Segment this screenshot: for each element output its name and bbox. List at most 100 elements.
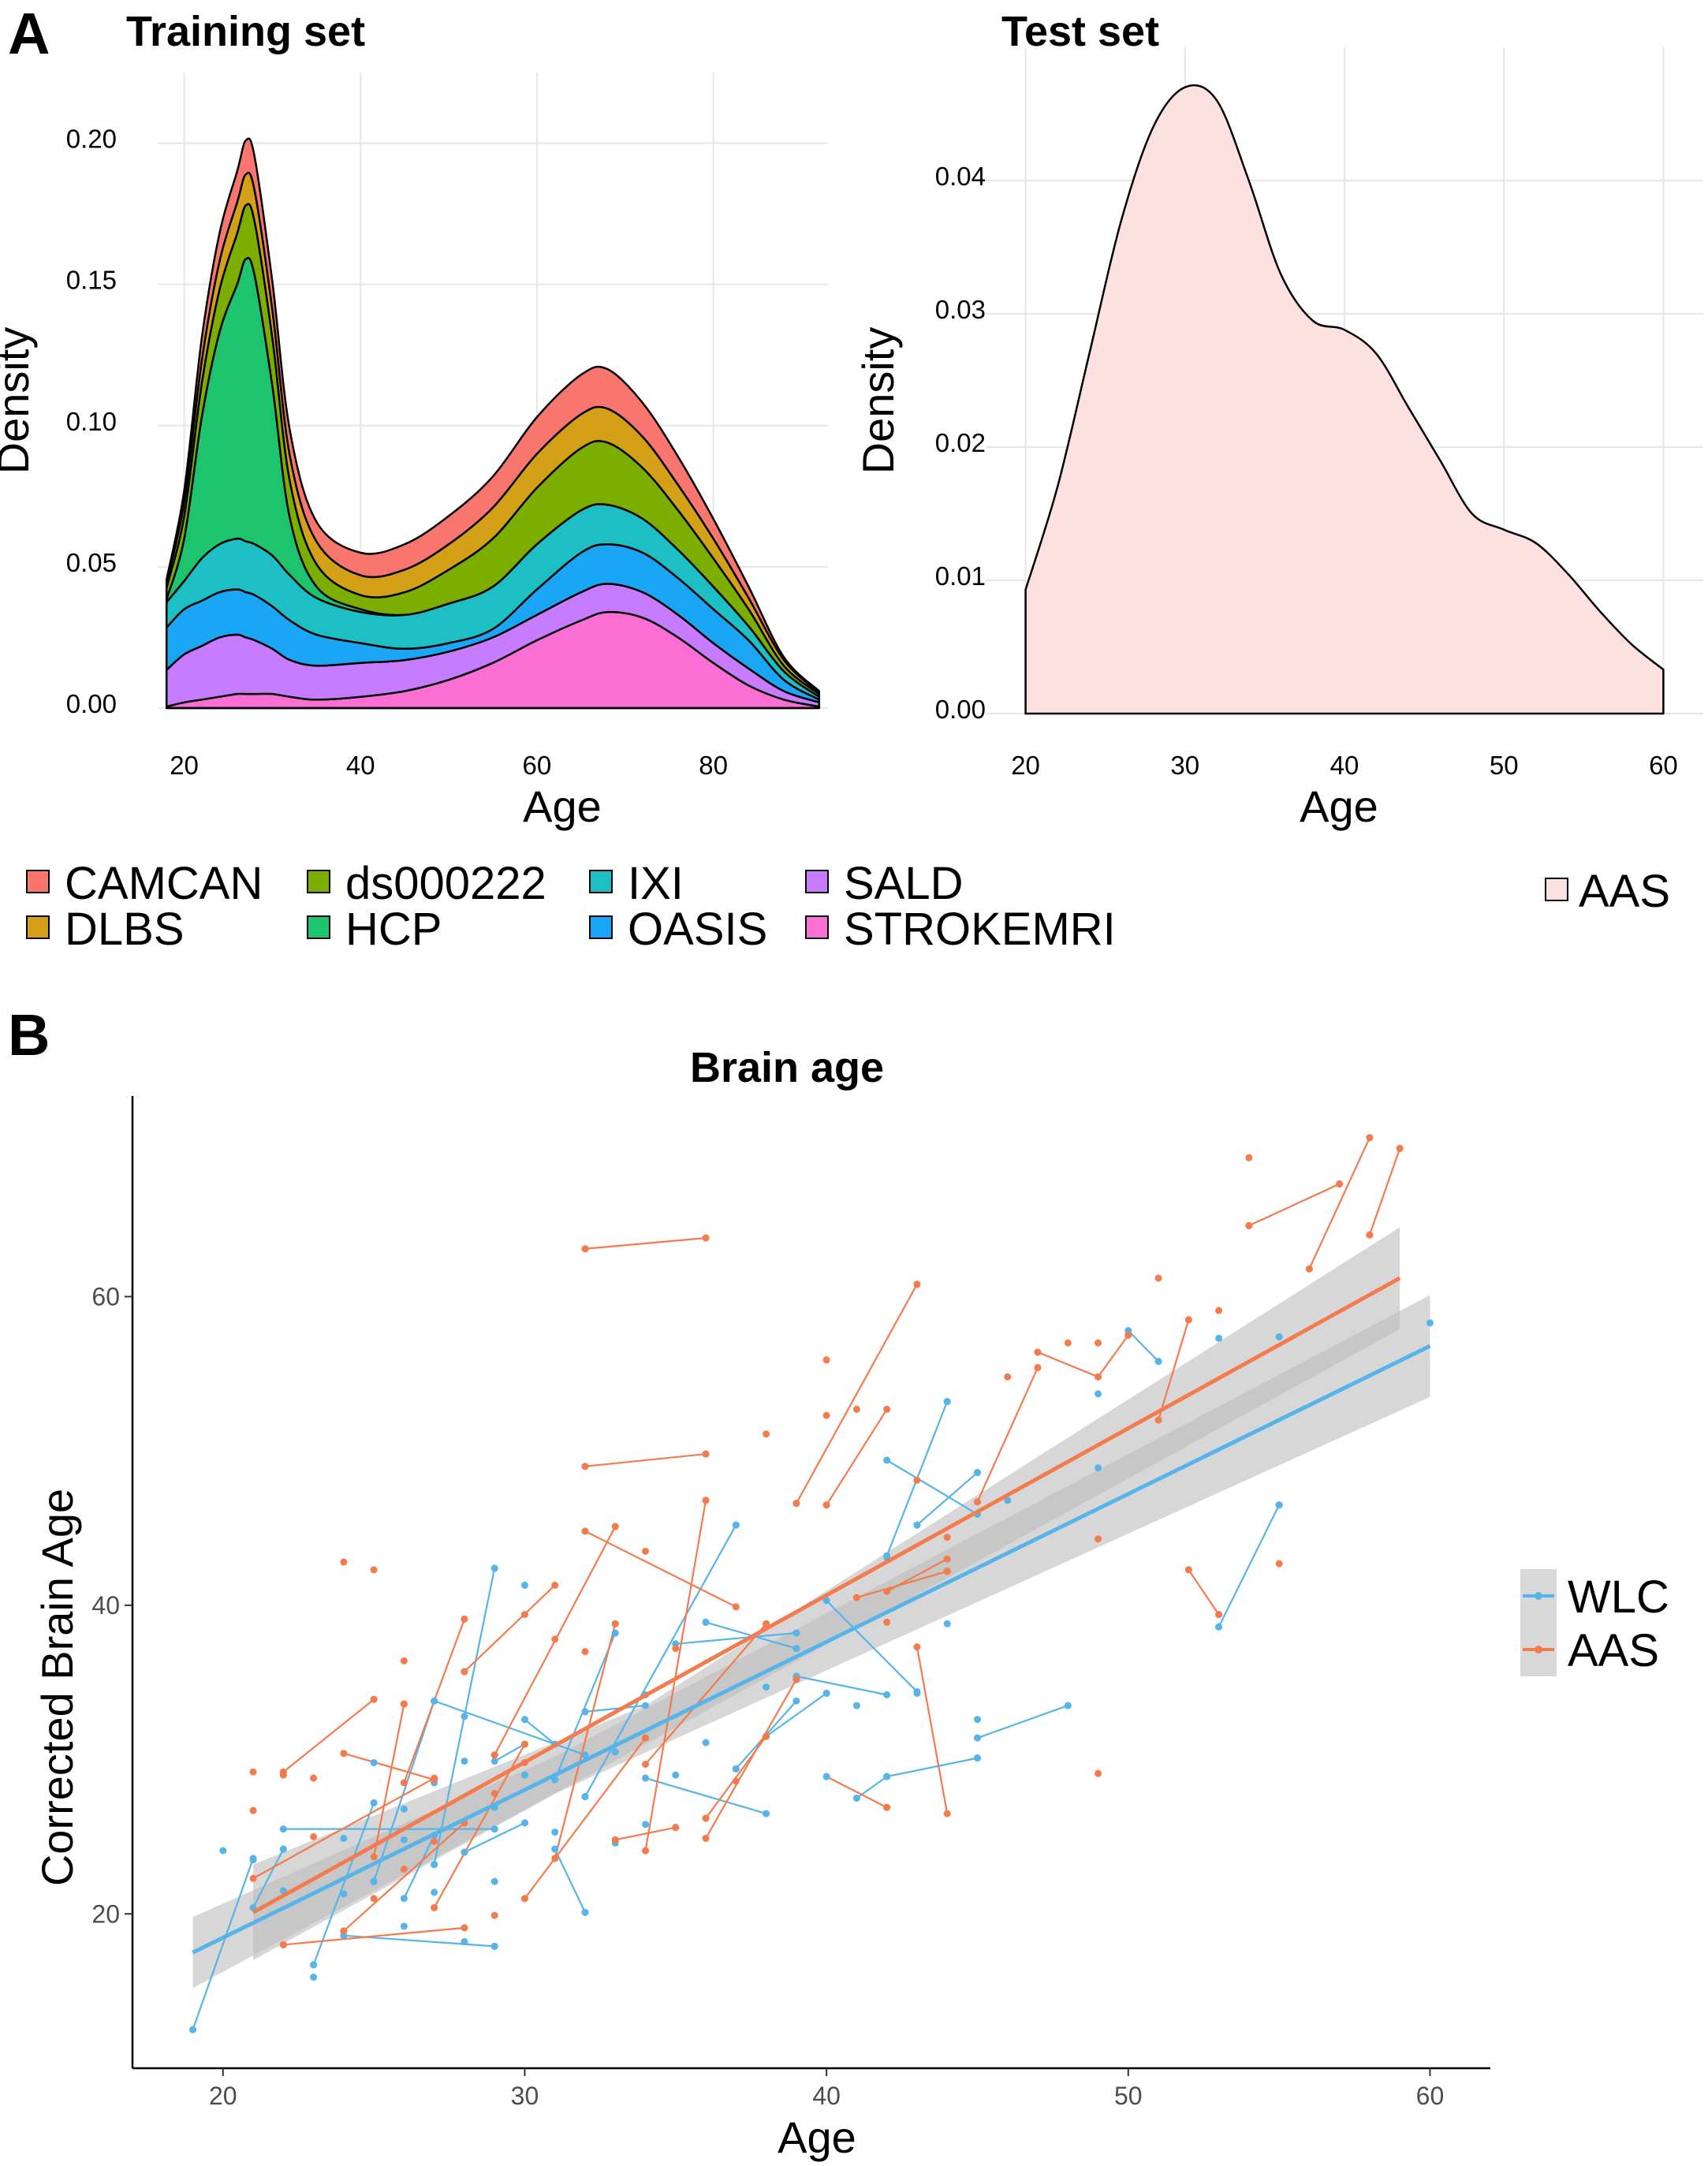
point-aas — [672, 1645, 680, 1653]
legend-key-aas-test-icon — [1545, 878, 1568, 901]
y-tick-label: 60 — [91, 1282, 120, 1310]
point-aas — [431, 1837, 438, 1845]
point-aas — [279, 1771, 287, 1779]
pair-line-wlc — [1128, 1329, 1159, 1363]
training-y-tick-label: 0.05 — [66, 548, 117, 577]
point-wlc — [702, 1618, 710, 1626]
point-wlc — [1275, 1501, 1283, 1509]
pair-point-aas — [883, 1405, 891, 1413]
pair-line-wlc — [826, 1600, 918, 1693]
x-tick-label: 30 — [511, 2082, 539, 2110]
point-aas — [702, 1234, 710, 1242]
legend-key-dlbs-icon — [26, 915, 50, 939]
point-aas — [340, 1927, 348, 1935]
point-wlc — [1004, 1497, 1012, 1504]
point-wlc — [490, 1564, 498, 1572]
point-wlc — [581, 1793, 589, 1801]
point-wlc — [400, 1922, 408, 1930]
point-aas — [1215, 1307, 1223, 1314]
x-tick-label: 50 — [1114, 2082, 1143, 2110]
point-aas — [581, 1648, 589, 1656]
training-area-camcan — [165, 137, 821, 694]
point-aas — [551, 1635, 559, 1643]
pair-point-aas — [642, 1760, 650, 1768]
test-x-tick-label: 40 — [1330, 751, 1359, 780]
point-aas — [702, 1450, 710, 1458]
pair-point-wlc — [400, 1895, 408, 1903]
pair-line-aas — [615, 1826, 677, 1841]
point-aas — [943, 1534, 951, 1542]
pair-point-wlc — [520, 1716, 528, 1724]
pair-point-aas — [732, 1603, 740, 1611]
legend-key-hcp-icon — [307, 915, 330, 939]
point-aas — [763, 1430, 770, 1438]
point-wlc — [400, 1836, 408, 1844]
point-wlc — [461, 1848, 468, 1856]
pair-point-aas — [943, 1810, 951, 1817]
legend-key-camcan-icon — [26, 870, 50, 893]
pair-line-wlc — [675, 1631, 796, 1645]
point-aas — [822, 1501, 830, 1509]
pair-point-wlc — [490, 1825, 498, 1833]
point-aas — [1245, 1154, 1253, 1161]
training-x-tick-label: 60 — [523, 751, 552, 780]
point-aas — [490, 1790, 498, 1798]
test-x-axis-label: Age — [1300, 781, 1378, 831]
brain-age-legend: WLC AAS — [1520, 1569, 1669, 1676]
point-aas — [400, 1866, 408, 1873]
point-wlc — [943, 1398, 951, 1406]
pair-line-aas — [1368, 1148, 1401, 1236]
pair-line-aas — [1158, 1319, 1190, 1421]
legend-key-oasis-icon — [589, 915, 613, 939]
point-aas — [852, 1405, 860, 1413]
pair-line-aas — [282, 1698, 375, 1773]
pair-line-aas — [644, 1500, 707, 1851]
pair-line-aas — [1308, 1137, 1371, 1269]
pair-line-wlc — [464, 1821, 525, 1853]
point-wlc — [249, 1856, 257, 1864]
point-wlc — [461, 1713, 468, 1720]
point-aas — [883, 1803, 891, 1811]
point-aas — [279, 1940, 287, 1948]
point-aas — [792, 1676, 800, 1683]
point-aas — [611, 1836, 619, 1844]
legend-label-wlc: WLC — [1568, 1571, 1669, 1623]
training-x-tick-label: 80 — [699, 751, 728, 780]
point-wlc — [763, 1810, 770, 1817]
point-wlc — [913, 1521, 921, 1529]
pair-point-aas — [520, 1740, 528, 1748]
point-aas — [1366, 1134, 1374, 1142]
point-aas — [1095, 1535, 1102, 1543]
point-aas — [611, 1620, 619, 1627]
legend-dot-wlc — [1535, 1592, 1542, 1600]
pair-point-aas — [702, 1834, 710, 1842]
pair-point-wlc — [792, 1697, 800, 1705]
pair-point-aas — [913, 1643, 921, 1651]
pair-point-aas — [551, 1581, 559, 1589]
point-aas — [913, 1476, 921, 1484]
point-aas — [400, 1700, 408, 1708]
test-y-tick-label: 0.03 — [935, 295, 986, 324]
point-aas — [642, 1734, 650, 1742]
point-wlc — [551, 1845, 559, 1853]
pair-line-aas — [1097, 1334, 1129, 1378]
point-aas — [1184, 1316, 1192, 1324]
point-aas — [702, 1497, 710, 1504]
point-wlc — [973, 1716, 981, 1724]
panel-b-label: B — [8, 1002, 50, 1068]
regression-line-wlc — [192, 1344, 1431, 1955]
pair-point-wlc — [792, 1645, 800, 1653]
pair-line-aas — [524, 1737, 647, 1899]
point-aas — [520, 1611, 528, 1619]
training-x-axis-label: Age — [523, 781, 602, 831]
pair-line-wlc — [554, 1632, 617, 1780]
test-x-tick-label: 20 — [1011, 751, 1040, 780]
legend-label-dlbs: DLBS — [65, 904, 185, 955]
point-wlc — [370, 1799, 378, 1806]
point-wlc — [642, 1821, 650, 1829]
point-wlc — [1154, 1358, 1162, 1366]
ci-ribbon-wlc — [192, 1295, 1430, 1989]
legend-key-ixi-icon — [589, 870, 613, 893]
training-y-tick-label: 0.20 — [66, 125, 117, 154]
